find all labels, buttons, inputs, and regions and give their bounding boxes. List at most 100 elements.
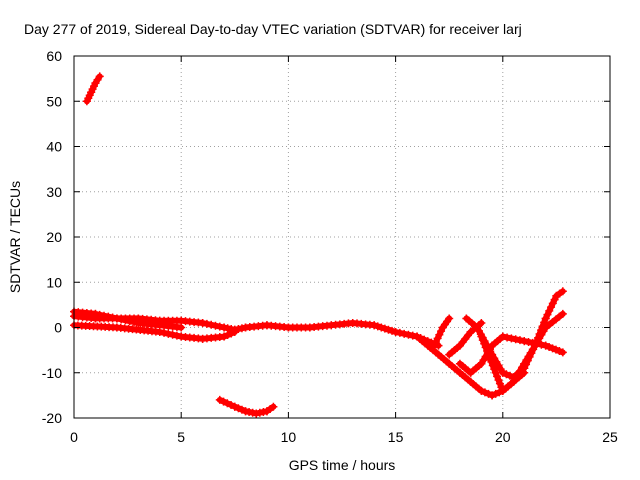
x-axis-label: GPS time / hours [289, 457, 396, 473]
data-point [91, 309, 100, 318]
data-point [498, 368, 507, 377]
data-point [480, 388, 489, 397]
data-point [491, 368, 500, 377]
data-point [108, 313, 117, 322]
data-point [488, 361, 497, 370]
data-point [223, 331, 232, 340]
data-point [227, 329, 236, 338]
data-point [172, 331, 181, 340]
data-point [155, 328, 164, 337]
data-point [495, 379, 504, 388]
data-point [547, 303, 556, 312]
data-point [125, 317, 134, 326]
y-tick-label: 60 [46, 48, 62, 64]
data-point [545, 306, 554, 315]
data-point [484, 350, 493, 359]
data-point [227, 400, 236, 409]
data-point [388, 326, 397, 335]
data-point [481, 343, 490, 352]
series-track-9 [455, 332, 567, 377]
data-point [437, 327, 446, 336]
data-point [445, 314, 454, 323]
y-tick-label: 30 [46, 184, 62, 200]
data-point [223, 399, 232, 408]
series-track-5 [215, 395, 278, 418]
y-tick-label: 10 [46, 274, 62, 290]
data-point [230, 402, 239, 411]
chart-title: Day 277 of 2019, Sidereal Day-to-day VTE… [24, 21, 522, 37]
data-point [215, 395, 224, 404]
data-point [430, 341, 439, 350]
data-point [117, 315, 126, 324]
data-point [207, 320, 216, 329]
data-point [511, 335, 520, 344]
data-point [493, 372, 502, 381]
data-point [545, 342, 554, 351]
data-point [211, 321, 220, 330]
y-tick-label: 50 [46, 93, 62, 109]
data-point [490, 365, 499, 374]
data-point [95, 310, 104, 319]
data-point [234, 404, 243, 413]
data-point [130, 318, 139, 327]
data-point [370, 321, 379, 330]
axis-ticks: 0 5 10 15 20 25 -20 -10 0 10 20 30 40 50 60 [42, 48, 618, 445]
data-point [220, 332, 229, 341]
data-point [220, 323, 229, 332]
series-track-3 [70, 321, 239, 343]
data-point [433, 334, 442, 343]
data-point [269, 402, 278, 411]
series-track-7 [430, 314, 454, 350]
data-point [380, 324, 389, 333]
data-point [543, 310, 552, 319]
data-point [505, 371, 514, 380]
data-point [223, 324, 232, 333]
data-point [477, 318, 486, 327]
data-point [202, 319, 211, 328]
y-tick-label: -20 [42, 410, 62, 426]
data-point [503, 333, 512, 342]
data-point [483, 347, 492, 356]
data-point [524, 337, 533, 346]
data-point [515, 336, 524, 345]
data-point [555, 347, 564, 356]
x-tick-label: 20 [495, 429, 511, 445]
series-track-10 [477, 309, 567, 395]
data-point [488, 391, 497, 400]
data-point [498, 332, 507, 341]
data-point [484, 389, 493, 398]
data-point [215, 322, 224, 331]
data-point [478, 336, 487, 345]
data-point [497, 383, 506, 392]
data-point [400, 329, 409, 338]
data-point [121, 316, 130, 325]
data-point [494, 375, 503, 384]
data-point [373, 322, 382, 331]
data-point [548, 344, 557, 353]
series-layer [70, 72, 567, 418]
data-point [252, 409, 261, 418]
data-point [248, 408, 257, 417]
series-track-11 [445, 318, 486, 359]
data-point [245, 407, 254, 416]
data-point [477, 332, 486, 341]
data-point [198, 318, 207, 327]
data-point [230, 328, 239, 337]
y-tick-label: 0 [54, 320, 62, 336]
y-tick-label: -10 [42, 365, 62, 381]
x-tick-label: 0 [70, 429, 78, 445]
data-point [558, 348, 567, 357]
data-point [237, 324, 246, 333]
data-point [491, 389, 500, 398]
data-point [112, 314, 121, 323]
data-point [487, 357, 496, 366]
x-tick-label: 10 [281, 429, 297, 445]
data-point [558, 309, 567, 318]
data-point [502, 370, 511, 379]
x-tick-label: 5 [177, 429, 185, 445]
data-point [520, 337, 529, 346]
data-point [104, 312, 113, 321]
y-tick-label: 20 [46, 229, 62, 245]
data-point [168, 330, 177, 339]
